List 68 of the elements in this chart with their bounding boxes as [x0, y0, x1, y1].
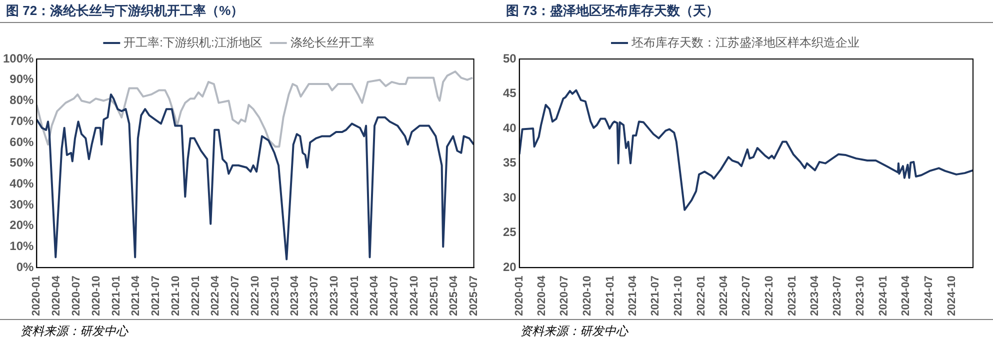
x-tick-label: 2024-01 [878, 276, 890, 316]
x-tick-label: 2021-07 [150, 276, 162, 316]
x-tick-label: 2020-07 [70, 276, 82, 316]
legend-label: 涤纶长丝开工率 [290, 35, 374, 50]
y-tick-label: 80% [10, 93, 34, 108]
x-tick-label: 2023-04 [809, 274, 821, 316]
x-tick-label: 2022-01 [696, 276, 708, 316]
y-tick-label: 20% [10, 218, 34, 232]
x-tick-label: 2024-07 [388, 276, 400, 316]
chart-title: 图 73：盛泽地区坯布库存天数（天） [500, 0, 993, 23]
x-tick-label: 2024-10 [946, 276, 958, 316]
x-tick-label: 2023-10 [328, 276, 341, 316]
x-tick-label: 2021-01 [110, 276, 122, 316]
y-tick-label: 90% [10, 72, 34, 86]
x-tick-label: 2020-04 [536, 274, 548, 316]
y-tick-label: 40% [10, 176, 34, 190]
y-tick-label: 45 [502, 86, 517, 100]
x-tick-label: 2021-01 [604, 276, 617, 316]
x-tick-label: 2025-01 [428, 276, 440, 316]
x-tick-label: 2020-04 [50, 274, 63, 316]
x-tick-label: 2023-10 [854, 276, 867, 316]
x-tick-label: 2025-04 [448, 274, 460, 316]
x-tick-label: 2021-07 [650, 276, 662, 316]
x-tick-label: 2020-01 [30, 276, 43, 316]
y-tick-label: 35 [502, 156, 517, 170]
x-tick-label: 2020-01 [513, 276, 526, 316]
x-tick-label: 2023-04 [288, 274, 301, 316]
x-tick-label: 2020-10 [90, 276, 102, 316]
x-tick-label: 2023-07 [308, 276, 321, 316]
y-tick-label: 30 [502, 190, 517, 204]
legend-label: 坯布库存天数：江苏盛泽地区样本织造企业 [630, 35, 860, 50]
x-tick-label: 2021-10 [170, 276, 182, 316]
x-tick-label: 2023-01 [269, 276, 282, 316]
x-tick-label: 2022-07 [229, 276, 242, 316]
y-tick-label: 50 [502, 51, 517, 66]
x-tick-label: 2020-10 [582, 276, 594, 316]
x-tick-label: 2024-04 [900, 274, 912, 316]
x-tick-label: 2022-07 [740, 276, 753, 316]
x-tick-label: 2022-01 [190, 276, 202, 316]
x-tick-label: 2022-04 [718, 274, 730, 316]
y-tick-label: 10% [10, 239, 34, 254]
y-tick-label: 40 [502, 120, 517, 135]
x-tick-label: 2021-04 [627, 274, 640, 316]
y-tick-label: 25 [502, 225, 517, 240]
x-tick-label: 2021-10 [672, 276, 685, 316]
x-tick-label: 2020-07 [558, 276, 571, 316]
y-tick-label: 100% [2, 51, 34, 66]
x-tick-label: 2023-01 [786, 276, 799, 316]
x-tick-label: 2022-10 [764, 276, 776, 316]
x-tick-label: 2025-07 [468, 276, 480, 316]
y-tick-label: 30% [10, 197, 34, 212]
x-tick-label: 2024-01 [348, 276, 361, 316]
chart-title: 图 72：涤纶长丝与下游织机开工率（%） [0, 0, 500, 23]
y-tick-label: 50% [10, 156, 34, 170]
text: 资料来源：研发中心 [500, 319, 993, 342]
x-tick-label: 2024-07 [922, 276, 935, 316]
y-tick-label: 20 [502, 260, 517, 274]
text: 资料来源：研发中心 [0, 319, 500, 342]
x-tick-label: 2021-04 [130, 274, 142, 316]
x-tick-label: 2023-07 [832, 276, 844, 316]
x-tick-label: 2022-04 [209, 274, 222, 316]
y-tick-label: 60% [10, 134, 34, 149]
x-tick-label: 2024-04 [368, 274, 381, 316]
y-tick-label: 0% [16, 260, 34, 274]
x-tick-label: 2022-10 [249, 276, 262, 316]
x-tick-label: 2024-10 [408, 276, 420, 316]
legend-label: 开工率:下游织机:江浙地区 [124, 35, 262, 50]
y-tick-label: 70% [10, 114, 34, 128]
